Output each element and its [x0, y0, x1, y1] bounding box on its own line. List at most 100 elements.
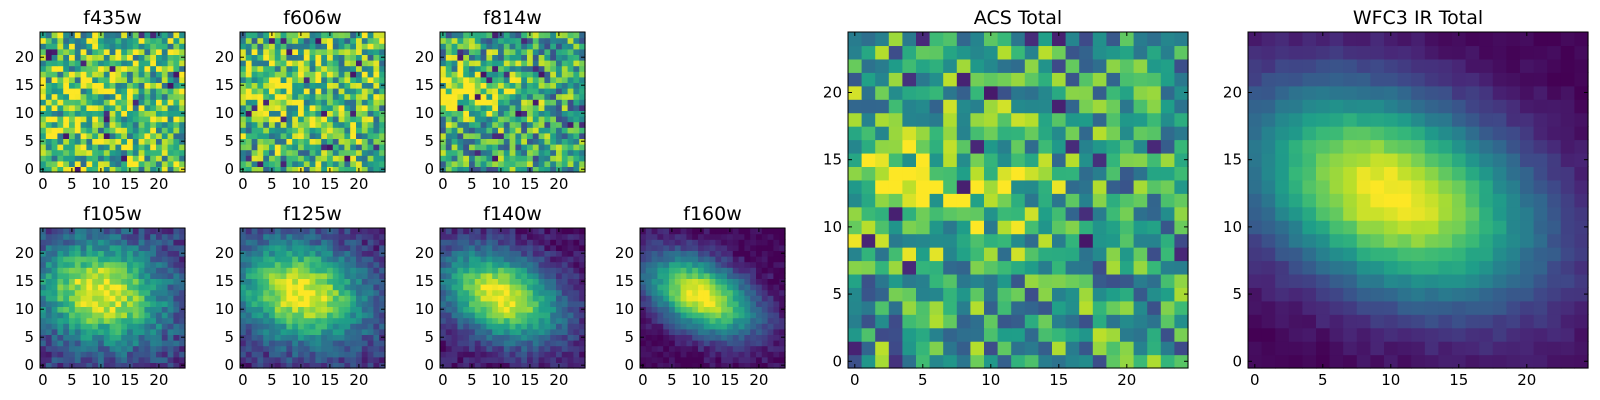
heatmap-cell	[103, 323, 111, 330]
heatmap-cell	[274, 306, 282, 313]
heatmap-cell	[115, 166, 122, 173]
y-tick-label: 20	[215, 244, 234, 262]
heatmap-cell	[98, 127, 105, 134]
heatmap-cell	[269, 110, 276, 117]
heatmap-cell	[440, 88, 447, 95]
heatmap-cell	[573, 289, 580, 296]
heatmap-cell	[457, 340, 464, 347]
heatmap-cell	[773, 317, 780, 324]
heatmap-cell	[1147, 341, 1162, 356]
heatmap-cell	[640, 323, 647, 330]
heatmap-cell	[367, 127, 374, 134]
heatmap-cell	[240, 233, 247, 240]
heatmap-cell	[550, 54, 557, 61]
heatmap-cell	[179, 60, 186, 67]
heatmap-cell	[556, 54, 563, 61]
heatmap-cell	[74, 278, 82, 285]
heatmap-cell	[245, 71, 253, 78]
heatmap-cell	[286, 155, 293, 162]
heatmap-cell	[274, 256, 282, 263]
heatmap-cell	[251, 328, 258, 335]
heatmap-cell	[173, 166, 180, 173]
heatmap-cell	[167, 149, 174, 156]
heatmap-cell	[161, 110, 169, 117]
heatmap-cell	[573, 228, 580, 235]
heatmap-cell	[579, 132, 586, 139]
heatmap-cell	[167, 166, 174, 173]
heatmap-cell	[280, 239, 287, 246]
heatmap-cell	[144, 54, 151, 61]
heatmap-cell	[492, 295, 499, 302]
heatmap-cell	[779, 300, 786, 307]
heatmap-cell	[303, 356, 311, 363]
heatmap-cell	[327, 328, 334, 335]
heatmap-cell	[561, 76, 569, 83]
heatmap-cell	[767, 328, 774, 335]
heatmap-cell	[138, 54, 145, 61]
heatmap-cell	[132, 233, 140, 240]
heatmap-cell	[515, 351, 522, 358]
heatmap-cell	[144, 160, 151, 167]
heatmap-cell	[315, 110, 322, 117]
heatmap-cell	[503, 256, 511, 263]
heatmap-cell	[179, 300, 186, 307]
heatmap-cell	[527, 155, 534, 162]
heatmap-cell	[492, 356, 499, 363]
heatmap-cell	[486, 104, 493, 111]
heatmap-cell	[663, 244, 670, 251]
heatmap-cell	[640, 356, 647, 363]
heatmap-cell	[498, 121, 505, 128]
heatmap-cell	[492, 138, 499, 145]
heatmap-cell	[150, 116, 157, 123]
heatmap-cell	[544, 76, 551, 83]
heatmap-cell	[492, 323, 499, 330]
heatmap-cell	[98, 82, 105, 89]
heatmap-cell	[474, 300, 482, 307]
heatmap-cell	[1038, 193, 1053, 208]
heatmap-cell	[269, 82, 276, 89]
heatmap-cell	[509, 312, 516, 319]
heatmap-cell	[669, 284, 676, 291]
heatmap-cell	[367, 32, 374, 39]
heatmap-cell	[970, 247, 985, 262]
heatmap-cell	[280, 32, 287, 39]
heatmap-cell	[332, 340, 340, 347]
heatmap-cell	[179, 149, 186, 156]
heatmap-cell	[240, 312, 247, 319]
heatmap-cell	[356, 284, 363, 291]
heatmap-cell	[240, 261, 247, 268]
heatmap-cell	[315, 48, 322, 55]
heatmap-cell	[303, 32, 311, 39]
heatmap-cell	[663, 334, 670, 341]
heatmap-cell	[327, 144, 334, 151]
heatmap-cell	[573, 160, 580, 167]
heatmap-cell	[245, 340, 253, 347]
heatmap-cell	[544, 149, 551, 156]
heatmap-cell	[80, 340, 87, 347]
heatmap-cell	[709, 261, 716, 268]
heatmap-cell	[57, 351, 64, 358]
heatmap-cell	[486, 32, 493, 39]
heatmap-cell	[756, 300, 763, 307]
heatmap-cell	[744, 345, 751, 352]
heatmap-cell	[350, 76, 357, 83]
heatmap-cell	[509, 132, 516, 139]
heatmap-cell	[269, 76, 276, 83]
heatmap-cell	[57, 267, 64, 274]
heatmap-cell	[692, 256, 699, 263]
heatmap-cell	[486, 244, 493, 251]
heatmap-cell	[721, 340, 728, 347]
heatmap-cell	[492, 340, 499, 347]
heatmap-cell	[269, 340, 276, 347]
heatmap-cell	[315, 43, 322, 50]
heatmap-cell	[45, 250, 53, 257]
heatmap-cell	[657, 244, 664, 251]
heatmap-cell	[98, 99, 105, 106]
heatmap-cell	[515, 99, 522, 106]
heatmap-cell	[861, 314, 876, 329]
heatmap-cell	[538, 88, 545, 95]
heatmap-cell	[132, 110, 140, 117]
heatmap-cell	[440, 116, 447, 123]
heatmap-cell	[1024, 220, 1039, 235]
heatmap-cell	[245, 76, 253, 83]
